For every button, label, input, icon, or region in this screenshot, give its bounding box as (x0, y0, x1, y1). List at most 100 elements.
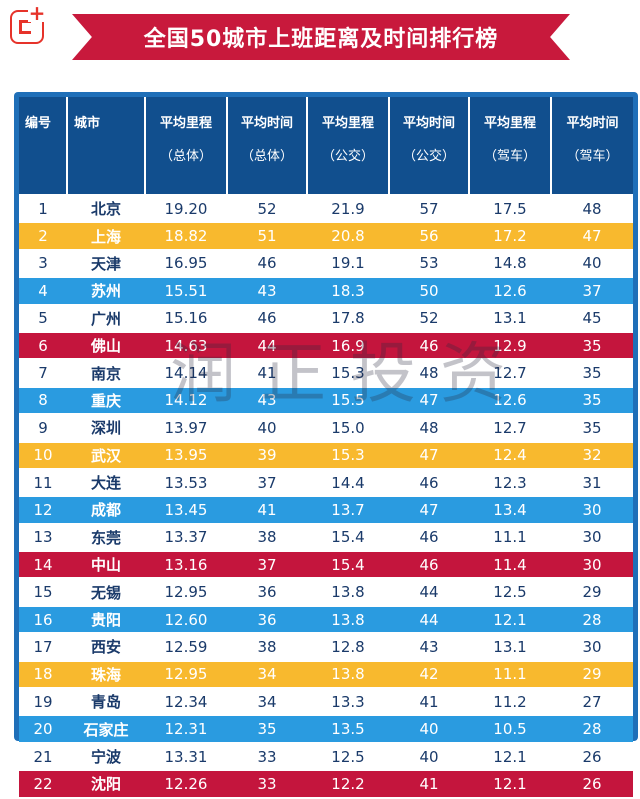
avg-distance-total-cell: 14.63 (145, 331, 227, 361)
avg-time-transit-cell: 41 (389, 770, 469, 799)
rank-cell: 13 (19, 523, 67, 553)
avg-time-driving-cell: 30 (551, 496, 633, 525)
avg-distance-total-cell: 12.26 (145, 770, 227, 799)
rank-cell: 2 (19, 222, 67, 251)
avg-distance-total-cell: 13.97 (145, 414, 227, 443)
table-row: 8 重庆 14.12 43 15.5 47 12.6 35 (19, 386, 633, 416)
city-cell: 宁波 (67, 742, 145, 772)
avg-time-driving-cell: 29 (551, 660, 633, 690)
avg-distance-driving-cell: 12.7 (469, 414, 551, 443)
avg-distance-driving-cell: 12.4 (469, 441, 551, 470)
avg-time-total-cell: 43 (227, 277, 307, 306)
avg-distance-driving-cell: 13.4 (469, 496, 551, 525)
table-row: 10 武汉 13.95 39 15.3 47 12.4 32 (19, 441, 633, 470)
avg-distance-transit-cell: 15.5 (307, 386, 389, 416)
table-row: 21 宁波 13.31 33 12.5 40 12.1 26 (19, 742, 633, 772)
city-cell: 西安 (67, 633, 145, 662)
avg-time-driving-cell: 28 (551, 605, 633, 635)
avg-distance-total-cell: 12.60 (145, 605, 227, 635)
header-sublabel: （驾车） (483, 149, 536, 164)
city-cell: 珠海 (67, 660, 145, 690)
avg-time-transit-cell: 44 (389, 605, 469, 635)
table-row: 1 北京 19.20 52 21.9 57 17.5 48 (19, 195, 633, 224)
table-row: 4 苏州 15.51 43 18.3 50 12.6 37 (19, 277, 633, 306)
avg-time-total-cell: 46 (227, 304, 307, 333)
avg-distance-total-cell: 18.82 (145, 222, 227, 251)
header-sublabel: （公交） (402, 149, 455, 164)
header-id: 编号 (19, 97, 68, 196)
avg-distance-total-cell: 13.16 (145, 551, 227, 580)
header-label: 平均里程 (321, 116, 374, 131)
avg-distance-transit-cell: 18.3 (307, 277, 389, 306)
avg-time-driving-cell: 47 (551, 222, 633, 251)
avg-time-driving-cell: 26 (551, 742, 633, 772)
avg-distance-transit-cell: 13.3 (307, 688, 389, 717)
avg-distance-total-cell: 13.53 (145, 468, 227, 498)
header-city: 城市 (67, 97, 146, 196)
avg-distance-transit-cell: 15.4 (307, 523, 389, 553)
rank-cell: 22 (19, 770, 67, 799)
rank-cell: 16 (19, 605, 67, 635)
rank-cell: 11 (19, 468, 67, 498)
table-row: 7 南京 14.14 41 15.3 48 12.7 35 (19, 359, 633, 388)
avg-time-total-cell: 37 (227, 468, 307, 498)
table-row: 20 石家庄 12.31 35 13.5 40 10.5 28 (19, 715, 633, 744)
table-row: 11 大连 13.53 37 14.4 46 12.3 31 (19, 468, 633, 498)
avg-time-transit-cell: 47 (389, 386, 469, 416)
avg-distance-driving-cell: 12.1 (469, 770, 551, 799)
avg-time-driving-cell: 31 (551, 468, 633, 498)
table-row: 3 天津 16.95 46 19.1 53 14.8 40 (19, 249, 633, 279)
table-header-row: 编号 城市 平均里程 （总体） 平均时间 （总体） 平均里程 （公交） 平均时间 （公交） 平均里程… (19, 97, 633, 196)
avg-distance-total-cell: 14.14 (145, 359, 227, 388)
avg-time-total-cell: 37 (227, 551, 307, 580)
table-row: 13 东莞 13.37 38 15.4 46 11.1 30 (19, 523, 633, 553)
avg-time-driving-cell: 26 (551, 770, 633, 799)
city-cell: 上海 (67, 222, 145, 251)
avg-distance-total-cell: 13.45 (145, 496, 227, 525)
avg-time-driving-cell: 35 (551, 386, 633, 416)
avg-distance-total-cell: 13.95 (145, 441, 227, 470)
rank-cell: 5 (19, 304, 67, 333)
avg-time-total-cell: 39 (227, 441, 307, 470)
city-cell: 重庆 (67, 386, 145, 416)
avg-time-transit-cell: 42 (389, 660, 469, 690)
avg-time-total-cell: 41 (227, 496, 307, 525)
avg-distance-driving-cell: 11.1 (469, 660, 551, 690)
avg-time-transit-cell: 44 (389, 578, 469, 607)
header-sublabel: （总体） (159, 149, 212, 164)
avg-distance-driving-cell: 12.6 (469, 386, 551, 416)
avg-distance-total-cell: 15.16 (145, 304, 227, 333)
city-cell: 深圳 (67, 414, 145, 443)
avg-time-total-cell: 38 (227, 523, 307, 553)
avg-distance-transit-cell: 15.4 (307, 551, 389, 580)
city-cell: 中山 (67, 551, 145, 580)
header-label: 平均时间 (402, 116, 455, 131)
avg-distance-transit-cell: 20.8 (307, 222, 389, 251)
avg-time-total-cell: 35 (227, 715, 307, 744)
avg-distance-driving-cell: 11.4 (469, 551, 551, 580)
avg-time-transit-cell: 48 (389, 414, 469, 443)
avg-distance-transit-cell: 15.3 (307, 359, 389, 388)
avg-time-total-cell: 40 (227, 414, 307, 443)
avg-distance-total-cell: 13.31 (145, 742, 227, 772)
avg-time-driving-cell: 45 (551, 304, 633, 333)
avg-time-total-cell: 51 (227, 222, 307, 251)
table-row: 19 青岛 12.34 34 13.3 41 11.2 27 (19, 688, 633, 717)
avg-distance-transit-cell: 13.5 (307, 715, 389, 744)
avg-time-driving-cell: 32 (551, 441, 633, 470)
avg-time-transit-cell: 46 (389, 468, 469, 498)
avg-distance-driving-cell: 11.2 (469, 688, 551, 717)
avg-time-driving-cell: 35 (551, 359, 633, 388)
avg-time-total-cell: 46 (227, 249, 307, 279)
title-banner: 全国50城市上班距离及时间排行榜 (72, 14, 570, 60)
avg-time-driving-cell: 30 (551, 551, 633, 580)
avg-time-driving-cell: 48 (551, 195, 633, 224)
avg-distance-transit-cell: 19.1 (307, 249, 389, 279)
rank-cell: 20 (19, 715, 67, 744)
avg-time-transit-cell: 46 (389, 551, 469, 580)
header-sublabel: （驾车） (566, 149, 619, 164)
avg-distance-total-cell: 15.51 (145, 277, 227, 306)
avg-distance-driving-cell: 12.1 (469, 742, 551, 772)
city-cell: 佛山 (67, 331, 145, 361)
header-avg-time-transit: 平均时间 （公交） (389, 97, 470, 196)
